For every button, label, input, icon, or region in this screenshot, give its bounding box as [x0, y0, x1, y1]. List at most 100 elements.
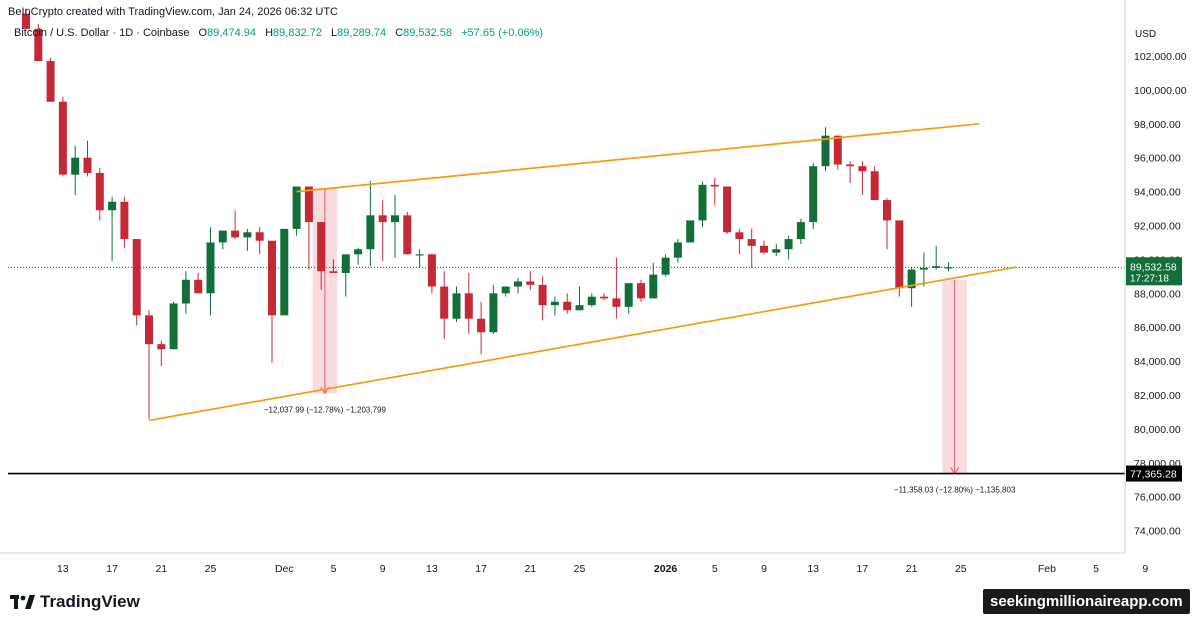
candle-down[interactable] [194, 279, 203, 294]
support-price-tag-bg [1126, 465, 1182, 482]
candle-down[interactable] [858, 166, 867, 172]
candle-down[interactable] [600, 296, 609, 299]
candle-down[interactable] [157, 344, 166, 350]
candle-up[interactable] [501, 286, 510, 294]
tradingview-logo[interactable]: TradingView [10, 592, 140, 612]
candle-down[interactable] [760, 245, 768, 253]
candle-up[interactable] [550, 301, 559, 306]
y-tick-label: 92,000.00 [1134, 221, 1181, 233]
candle-down[interactable] [378, 215, 387, 223]
candle-down[interactable] [34, 28, 43, 62]
candle-up[interactable] [292, 186, 301, 229]
x-tick-label: 9 [1142, 563, 1148, 575]
candle-up[interactable] [514, 281, 522, 287]
candle-down[interactable] [58, 101, 67, 175]
candle-up[interactable] [587, 296, 596, 306]
candle-up[interactable] [796, 222, 805, 240]
lower-trendline[interactable] [148, 266, 1017, 422]
candle-up[interactable] [575, 305, 584, 311]
upper-trendline[interactable] [296, 122, 980, 193]
candle-up[interactable] [661, 257, 670, 275]
candle-down[interactable] [637, 283, 645, 299]
candle-up[interactable] [809, 166, 818, 223]
candle-up[interactable] [452, 293, 461, 319]
candle-down[interactable] [46, 61, 55, 102]
candle-down[interactable] [120, 201, 129, 240]
y-tick-label: 82,000.00 [1134, 390, 1181, 402]
candle-down[interactable] [895, 220, 904, 289]
candle-down[interactable] [526, 281, 535, 285]
candle-down[interactable] [83, 157, 92, 173]
price-axis[interactable]: USD74,000.0076,000.0078,000.0080,000.008… [1124, 0, 1187, 553]
candle-up[interactable] [169, 303, 178, 350]
candle-up[interactable] [108, 201, 117, 211]
candle-down[interactable] [231, 230, 240, 238]
candle-up[interactable] [366, 215, 375, 250]
candle-up[interactable] [673, 242, 682, 258]
candle-down[interactable] [329, 271, 338, 273]
candle-down[interactable] [255, 232, 264, 241]
candle-up[interactable] [624, 283, 633, 307]
candle-up[interactable] [784, 239, 793, 250]
candle-up[interactable] [489, 293, 498, 333]
candle-up[interactable] [944, 267, 953, 269]
candle-up[interactable] [354, 249, 363, 255]
time-axis[interactable]: 13 17 21 25 Dec 5 9 13 17 21 25 2026 5 9 13 17 21 25 Feb 5 9 [0, 552, 1148, 575]
candle-down[interactable] [427, 254, 436, 287]
x-tick-label: 13 [426, 563, 438, 575]
candle-up[interactable] [932, 266, 941, 268]
candle-down[interactable] [403, 215, 412, 255]
candle-down[interactable] [145, 315, 153, 345]
x-tick-label: 13 [57, 563, 69, 575]
candle-up[interactable] [821, 135, 830, 167]
candle-up[interactable] [649, 274, 658, 299]
candle-up[interactable] [71, 157, 80, 175]
y-tick-label: 80,000.00 [1134, 424, 1181, 436]
candle-up[interactable] [907, 269, 916, 289]
candlestick-series[interactable] [22, 8, 953, 419]
candle-down[interactable] [710, 184, 719, 187]
candle-up[interactable] [772, 249, 781, 253]
low-value: 89,289.74 [337, 27, 387, 39]
x-tick-label: 21 [524, 563, 536, 575]
candle-up[interactable] [206, 242, 215, 294]
x-tick-label: 5 [712, 563, 718, 575]
candle-up[interactable] [243, 232, 252, 238]
candle-down[interactable] [317, 222, 326, 272]
candle-up[interactable] [341, 254, 350, 273]
close-label: C [395, 27, 404, 39]
candle-down[interactable] [563, 301, 572, 311]
candle-down[interactable] [846, 164, 855, 167]
candle-up[interactable] [218, 230, 227, 243]
candle-down[interactable] [95, 172, 104, 211]
candle-down[interactable] [268, 240, 276, 316]
candle-down[interactable] [132, 239, 141, 316]
candle-down[interactable] [833, 135, 842, 165]
candle-down[interactable] [612, 298, 621, 307]
support-price-tag[interactable]: 77,365.28 [1126, 465, 1182, 482]
candle-up[interactable] [415, 254, 424, 256]
candle-down[interactable] [723, 186, 732, 233]
candle-down[interactable] [538, 284, 547, 306]
open-label: O [198, 27, 208, 39]
candle-down[interactable] [477, 318, 486, 333]
symbol-title[interactable]: Bitcoin / U.S. Dollar · 1D · Coinbase [14, 27, 190, 39]
candle-up[interactable] [686, 220, 695, 243]
candle-up[interactable] [391, 215, 399, 223]
candle-down[interactable] [440, 286, 449, 319]
candle-down[interactable] [464, 293, 473, 319]
change-value: +57.65 (+0.06%) [461, 27, 544, 39]
candle-up[interactable] [919, 267, 928, 270]
candle-down[interactable] [22, 13, 30, 29]
candle-down[interactable] [747, 239, 756, 246]
candle-up[interactable] [181, 279, 190, 304]
candle-down[interactable] [883, 200, 891, 221]
wedge-trendlines[interactable] [8, 122, 1125, 475]
candle-down[interactable] [304, 186, 313, 223]
candle-down[interactable] [735, 232, 744, 240]
candle-down[interactable] [870, 171, 879, 201]
candle-up[interactable] [280, 228, 289, 316]
candle-up[interactable] [698, 184, 707, 221]
